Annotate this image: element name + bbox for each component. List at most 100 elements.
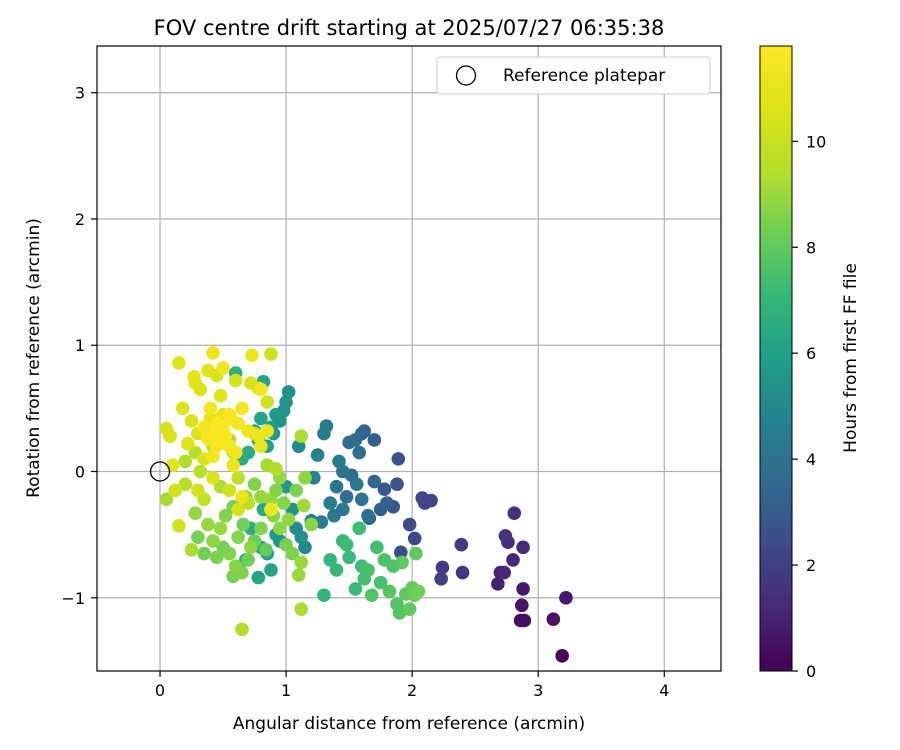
data-point bbox=[226, 458, 240, 472]
data-point bbox=[206, 534, 220, 548]
data-point bbox=[454, 537, 469, 552]
data-point bbox=[394, 545, 408, 560]
data-point bbox=[228, 373, 243, 388]
colorbar-tick-label: 2 bbox=[806, 556, 816, 575]
data-point bbox=[281, 512, 296, 527]
data-point bbox=[260, 424, 274, 438]
data-point bbox=[184, 414, 199, 428]
data-point bbox=[168, 483, 182, 498]
data-point bbox=[216, 540, 230, 555]
data-point bbox=[515, 598, 529, 613]
data-point bbox=[259, 542, 273, 557]
data-point bbox=[264, 347, 278, 361]
x-tick-label: 3 bbox=[533, 681, 543, 700]
data-point bbox=[243, 540, 258, 555]
x-tick-label: 4 bbox=[659, 681, 669, 700]
colorbar-tick-label: 0 bbox=[806, 662, 816, 681]
data-point bbox=[201, 517, 215, 532]
grid bbox=[97, 46, 721, 671]
colorbar-tick-label: 8 bbox=[806, 238, 816, 257]
data-point bbox=[206, 471, 220, 485]
x-tick-label: 1 bbox=[281, 681, 291, 700]
data-point bbox=[352, 521, 367, 536]
colorbar-tick-label: 10 bbox=[806, 132, 826, 151]
data-point bbox=[247, 477, 262, 491]
data-point bbox=[193, 382, 208, 397]
data-point bbox=[187, 370, 201, 384]
data-point bbox=[236, 517, 251, 532]
data-point bbox=[285, 546, 300, 561]
data-point bbox=[367, 474, 382, 489]
data-point bbox=[209, 550, 224, 565]
data-point bbox=[361, 508, 375, 523]
data-point bbox=[298, 471, 312, 485]
plot-frame bbox=[96, 45, 722, 672]
data-point bbox=[434, 572, 448, 586]
data-point bbox=[159, 421, 174, 436]
colorbar-tick-label: 4 bbox=[806, 450, 816, 469]
data-point bbox=[269, 462, 283, 476]
data-point bbox=[516, 582, 530, 596]
data-point bbox=[216, 361, 230, 375]
data-point bbox=[231, 502, 245, 517]
x-tick-label: 2 bbox=[407, 681, 417, 700]
data-point bbox=[222, 483, 237, 498]
data-point bbox=[498, 529, 513, 543]
y-tick-label: 0 bbox=[75, 463, 85, 482]
data-point bbox=[367, 433, 382, 447]
data-point bbox=[231, 530, 245, 544]
chart-title: FOV centre drift starting at 2025/07/27 … bbox=[154, 16, 665, 40]
data-point bbox=[323, 553, 338, 567]
x-axis-ticks: 0 1 2 3 4 bbox=[155, 671, 669, 700]
y-tick-label: −1 bbox=[61, 589, 85, 608]
data-point bbox=[555, 649, 569, 663]
y-tick-label: 3 bbox=[75, 84, 85, 103]
x-tick-label: 0 bbox=[155, 681, 165, 700]
colorbar-ticks: 0 2 4 6 8 10 bbox=[792, 132, 826, 681]
data-point bbox=[178, 454, 193, 469]
data-points bbox=[149, 346, 573, 663]
data-point bbox=[546, 612, 561, 627]
data-point bbox=[254, 521, 268, 536]
data-point bbox=[342, 435, 356, 450]
data-point bbox=[391, 452, 406, 466]
data-point bbox=[407, 531, 422, 546]
y-axis-ticks: −1 0 1 2 3 bbox=[61, 84, 97, 608]
data-point bbox=[455, 565, 470, 580]
data-point bbox=[517, 613, 532, 628]
data-point bbox=[188, 506, 203, 520]
data-point bbox=[245, 348, 259, 363]
data-point bbox=[329, 479, 344, 494]
data-point bbox=[191, 530, 205, 544]
data-point bbox=[241, 424, 256, 438]
data-point bbox=[516, 540, 530, 555]
data-point bbox=[296, 498, 311, 513]
data-point bbox=[559, 590, 573, 605]
data-point bbox=[235, 401, 249, 416]
data-point bbox=[310, 448, 325, 462]
data-point bbox=[402, 602, 417, 616]
data-point bbox=[329, 563, 344, 577]
data-point bbox=[294, 555, 309, 570]
y-tick-label: 2 bbox=[75, 210, 85, 229]
data-point bbox=[178, 477, 193, 491]
data-point bbox=[241, 553, 256, 567]
data-point bbox=[172, 356, 186, 370]
data-point bbox=[223, 411, 238, 426]
data-point bbox=[352, 445, 367, 460]
data-point bbox=[370, 540, 384, 555]
data-point bbox=[294, 530, 309, 544]
colorbar-label: Hours from first FF file bbox=[841, 263, 861, 453]
data-point bbox=[231, 471, 245, 485]
data-point bbox=[365, 588, 379, 603]
colorbar-tick-label: 6 bbox=[806, 344, 816, 363]
data-point bbox=[377, 482, 392, 496]
data-point bbox=[159, 492, 174, 507]
data-point bbox=[235, 622, 249, 637]
data-point bbox=[317, 426, 331, 441]
data-point bbox=[197, 546, 211, 561]
data-point bbox=[361, 563, 375, 577]
data-point bbox=[506, 553, 520, 567]
data-point bbox=[323, 496, 338, 510]
data-point bbox=[402, 517, 417, 532]
